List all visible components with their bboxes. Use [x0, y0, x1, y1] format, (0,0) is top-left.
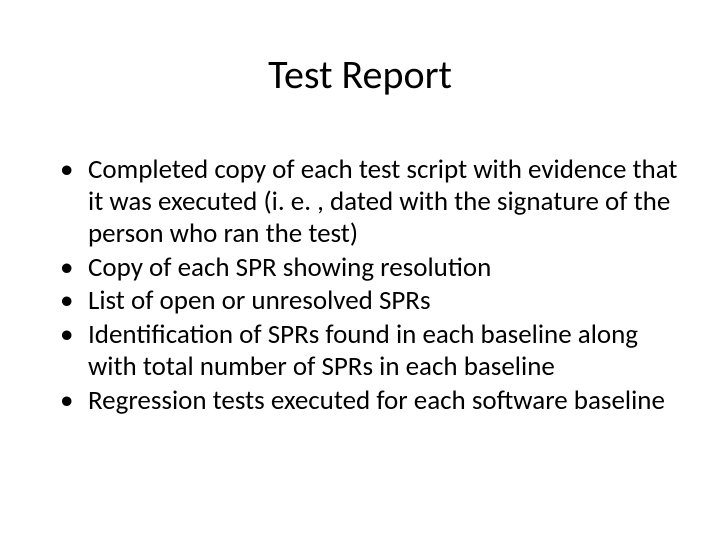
list-item: Copy of each SPR showing resolution [60, 252, 680, 284]
bullet-list: Completed copy of each test script with … [40, 154, 680, 417]
list-item: Regression tests executed for each softw… [60, 385, 680, 417]
list-item: Identification of SPRs found in each bas… [60, 319, 680, 383]
slide-title: Test Report [40, 50, 680, 99]
slide-container: Test Report Completed copy of each test … [0, 0, 720, 540]
list-item: Completed copy of each test script with … [60, 154, 680, 250]
list-item: List of open or unresolved SPRs [60, 285, 680, 317]
